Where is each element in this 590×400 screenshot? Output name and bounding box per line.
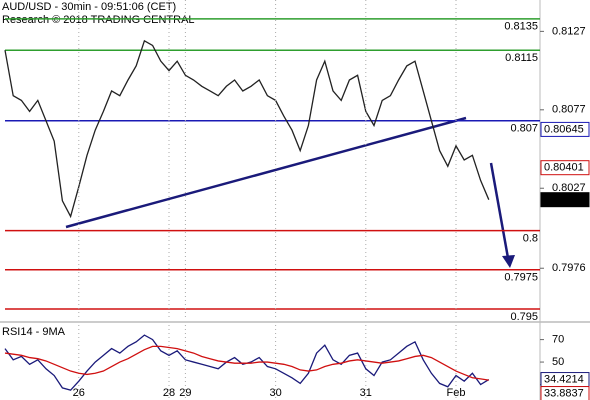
level-label: 0.795 — [510, 311, 538, 323]
arrow-head — [502, 255, 515, 268]
chart-subtitle: Research © 2018 TRADING CENTRAL — [2, 14, 195, 26]
x-tick-label: 29 — [179, 387, 191, 399]
x-tick-label: Feb — [447, 387, 466, 399]
price-tag-label: 0.80197 — [544, 194, 584, 206]
rsi-tag-label: 34.4214 — [544, 373, 584, 385]
x-tick-label: 28 — [163, 387, 175, 399]
price-tag — [540, 160, 590, 176]
rsi-tag — [540, 386, 590, 400]
y-tick-label: 50 — [552, 356, 564, 368]
y-tick-label: 0.8077 — [552, 104, 586, 116]
price-tag-label: 0.80645 — [544, 123, 584, 135]
y-tick-label: 70 — [552, 334, 564, 346]
y-tick-label: 0.8027 — [552, 182, 586, 194]
level-label: 0.8135 — [504, 21, 538, 33]
x-tick-label: 30 — [269, 387, 281, 399]
chart-title: AUD/USD - 30min - 09:51:06 (CET) — [2, 1, 176, 13]
price-tag — [540, 192, 590, 208]
level-label: 0.8115 — [505, 52, 538, 64]
level-label: 0.7975 — [504, 272, 538, 284]
price-line — [4, 345, 489, 381]
forecast-arrow — [489, 162, 510, 259]
price-tag — [540, 121, 590, 137]
x-tick-label: 31 — [360, 387, 372, 399]
x-tick-label: 26 — [73, 387, 85, 399]
price-tag-label: 0.80401 — [544, 162, 584, 174]
trend-line — [65, 116, 467, 229]
rsi-title: RSI14 - 9MA — [2, 326, 66, 338]
rsi-tag-label: 33.8837 — [544, 387, 584, 399]
y-tick-label: 0.7976 — [552, 262, 586, 274]
level-label: 0.807 — [510, 123, 538, 135]
level-label: 0.8 — [523, 232, 538, 244]
y-tick-label: 0.8127 — [552, 25, 586, 37]
price-line — [4, 39, 490, 219]
